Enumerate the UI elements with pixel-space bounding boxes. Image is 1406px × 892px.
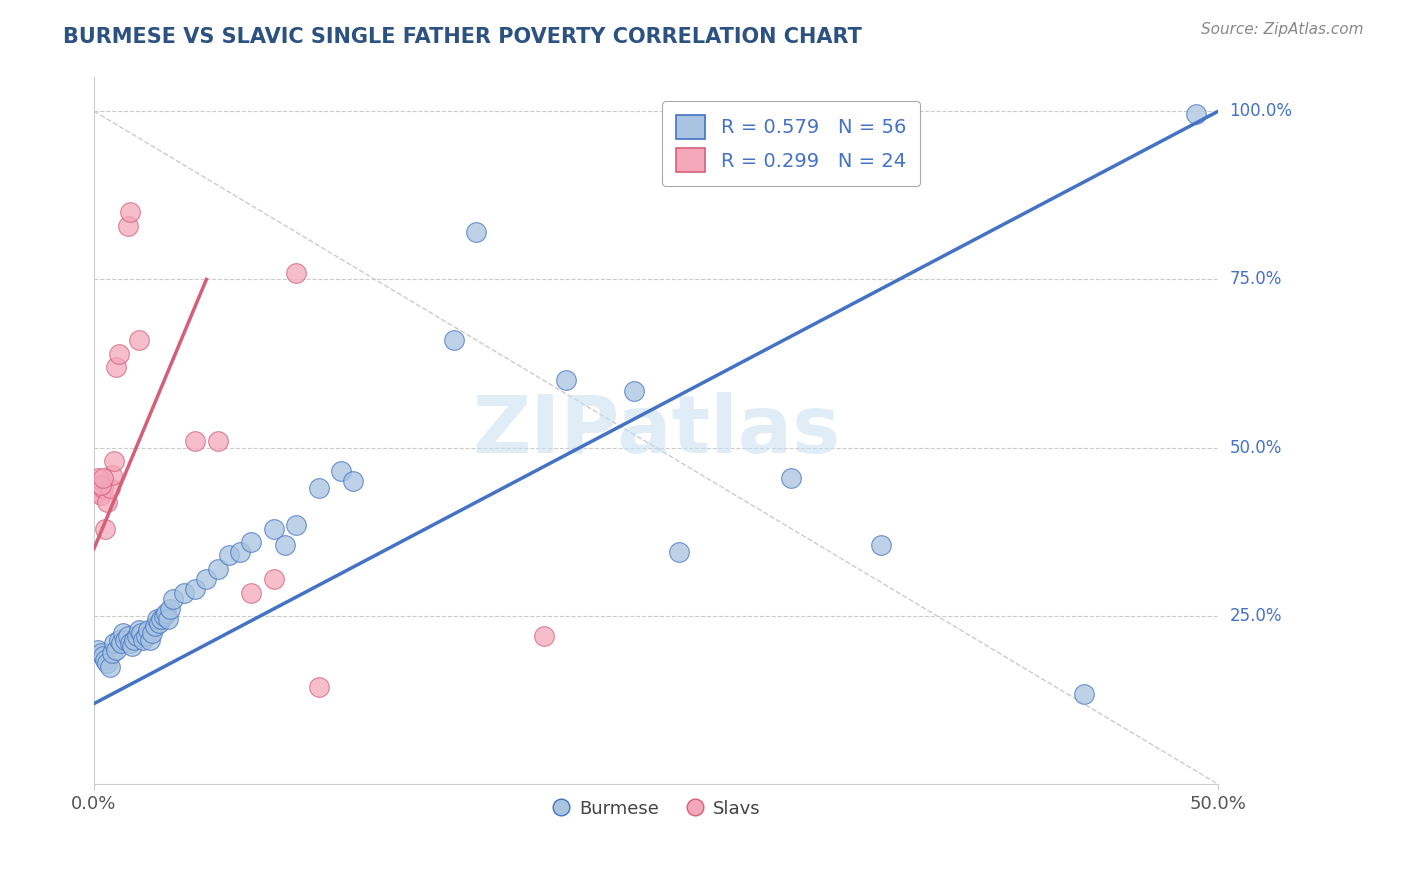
Point <box>229 545 252 559</box>
Point <box>285 266 308 280</box>
Point <box>101 646 124 660</box>
Point <box>107 632 129 647</box>
Point <box>90 477 112 491</box>
Point <box>96 494 118 508</box>
Point <box>263 572 285 586</box>
Point <box>195 572 218 586</box>
Point <box>465 225 488 239</box>
Point <box>780 471 803 485</box>
Point <box>117 219 139 233</box>
Point <box>207 562 229 576</box>
Point <box>112 626 135 640</box>
Point <box>285 518 308 533</box>
Point <box>129 626 152 640</box>
Point <box>533 629 555 643</box>
Point <box>623 384 645 398</box>
Point <box>91 481 114 495</box>
Point <box>94 522 117 536</box>
Point <box>96 657 118 671</box>
Point <box>240 535 263 549</box>
Point <box>274 538 297 552</box>
Point <box>152 609 174 624</box>
Point <box>118 636 141 650</box>
Point <box>101 467 124 482</box>
Text: 50.0%: 50.0% <box>1230 439 1282 457</box>
Point <box>98 659 121 673</box>
Point <box>207 434 229 448</box>
Point <box>150 612 173 626</box>
Point <box>173 585 195 599</box>
Point <box>124 632 146 647</box>
Point <box>146 612 169 626</box>
Point <box>330 464 353 478</box>
Point <box>128 623 150 637</box>
Point <box>148 615 170 630</box>
Point <box>87 471 110 485</box>
Point <box>1185 107 1208 121</box>
Point <box>1073 687 1095 701</box>
Point <box>135 629 157 643</box>
Point <box>263 522 285 536</box>
Point <box>90 646 112 660</box>
Point <box>132 632 155 647</box>
Point <box>121 640 143 654</box>
Point <box>157 612 180 626</box>
Text: Source: ZipAtlas.com: Source: ZipAtlas.com <box>1201 22 1364 37</box>
Point <box>184 434 207 448</box>
Point <box>91 649 114 664</box>
Point <box>117 629 139 643</box>
Legend: Burmese, Slavs: Burmese, Slavs <box>544 792 768 825</box>
Point <box>87 642 110 657</box>
Point <box>668 545 690 559</box>
Point <box>159 602 181 616</box>
Point <box>218 549 240 563</box>
Point <box>139 632 162 647</box>
Point <box>128 333 150 347</box>
Point <box>240 585 263 599</box>
Text: ZIPatlas: ZIPatlas <box>472 392 841 470</box>
Text: 25.0%: 25.0% <box>1230 607 1282 625</box>
Point <box>91 471 114 485</box>
Point <box>103 454 125 468</box>
Point <box>141 626 163 640</box>
Point <box>155 606 177 620</box>
Text: 100.0%: 100.0% <box>1230 102 1292 120</box>
Text: BURMESE VS SLAVIC SINGLE FATHER POVERTY CORRELATION CHART: BURMESE VS SLAVIC SINGLE FATHER POVERTY … <box>63 27 862 46</box>
Point <box>555 373 578 387</box>
Point <box>103 636 125 650</box>
Point <box>110 636 132 650</box>
Point <box>136 623 159 637</box>
Point <box>143 619 166 633</box>
Point <box>125 629 148 643</box>
Point <box>90 488 112 502</box>
Point <box>107 346 129 360</box>
Point <box>98 481 121 495</box>
Point <box>87 484 110 499</box>
Point <box>342 475 364 489</box>
Point <box>94 653 117 667</box>
Point <box>162 592 184 607</box>
Point <box>84 481 107 495</box>
Point <box>443 333 465 347</box>
Point <box>114 632 136 647</box>
Point <box>870 538 893 552</box>
Text: 75.0%: 75.0% <box>1230 270 1282 288</box>
Point <box>308 680 330 694</box>
Point <box>184 582 207 596</box>
Point <box>308 481 330 495</box>
Point <box>105 359 128 374</box>
Point <box>105 642 128 657</box>
Point <box>118 205 141 219</box>
